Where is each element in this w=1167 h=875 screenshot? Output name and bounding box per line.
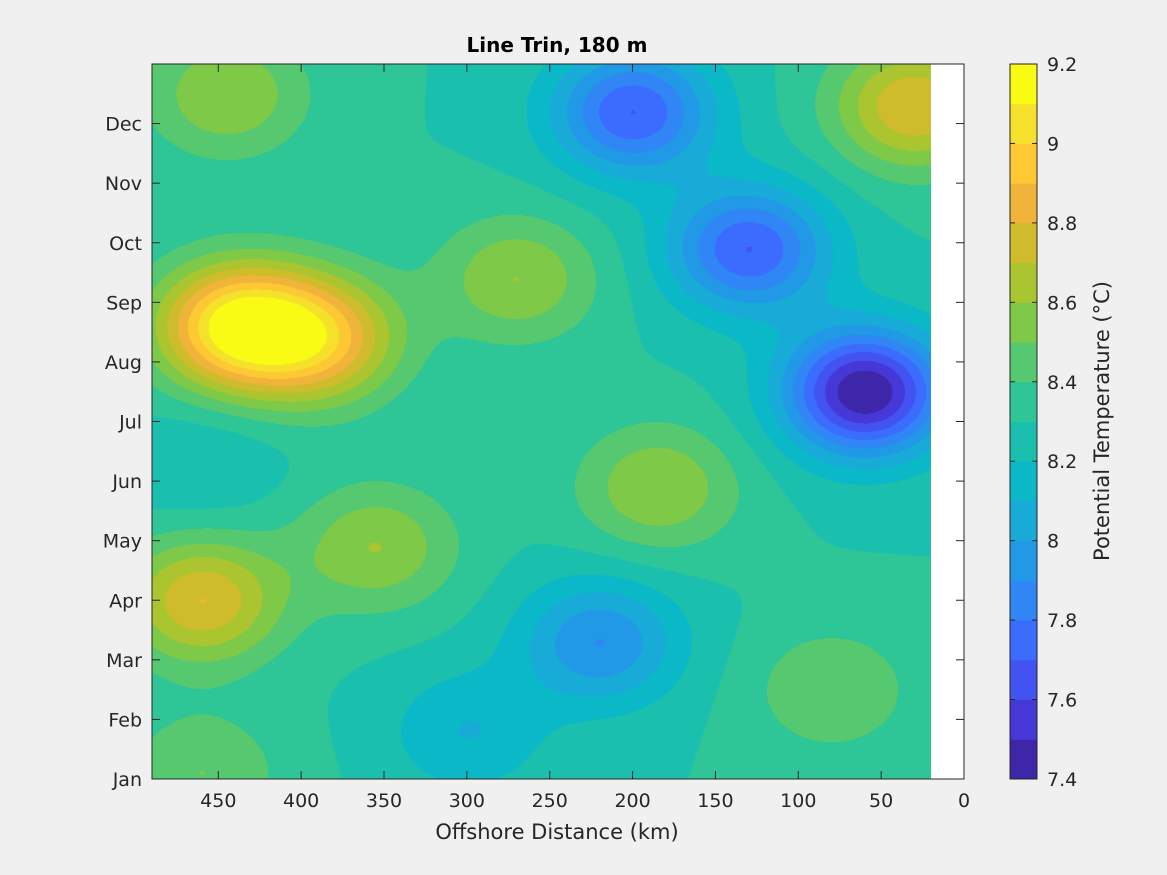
- colorbar-band: [1010, 183, 1037, 224]
- colorbar-tick-label: 7.4: [1047, 769, 1077, 791]
- y-axis: Jan Feb Mar Apr May Jun Jul Aug Sep Oct Nov Dec: [103, 114, 964, 791]
- y-tick-label: May: [103, 531, 142, 553]
- y-tick-label: Feb: [108, 709, 142, 731]
- x-tick-label: 200: [614, 790, 650, 812]
- colorbar-band: [1010, 342, 1037, 383]
- x-axis-label: Offshore Distance (km): [435, 820, 678, 844]
- x-tick-label: 100: [780, 790, 816, 812]
- x-tick-label: 450: [200, 790, 236, 812]
- colorbar-band: [1010, 143, 1037, 184]
- colorbar-bands: [1010, 64, 1037, 780]
- colorbar-band: [1010, 500, 1037, 542]
- colorbar-band: [1010, 580, 1037, 621]
- x-tick-label: 250: [532, 790, 568, 812]
- x-tick-label: 300: [449, 790, 485, 812]
- colorbar-band: [1010, 620, 1037, 661]
- x-tick-label: 0: [958, 790, 970, 812]
- y-tick-label: Jan: [112, 769, 142, 791]
- colorbar-tick-label: 8: [1047, 531, 1059, 553]
- colorbar-tick-label: 8.8: [1047, 213, 1077, 235]
- colorbar-ticks: 7.4 7.6 7.8 8 8.2 8.4 8.6 8.8 9 9.2: [1010, 54, 1077, 791]
- colorbar-band: [1010, 222, 1037, 264]
- colorbar-band: [1010, 540, 1037, 581]
- colorbar-band: [1010, 381, 1037, 422]
- colorbar-tick-label: 9.2: [1047, 54, 1077, 76]
- y-tick-label: Sep: [106, 292, 142, 314]
- x-tick-label: 50: [869, 790, 893, 812]
- x-tick-label: 350: [366, 790, 402, 812]
- x-axis: 450 400 350 300 250 200 150 100 50 0: [200, 64, 970, 812]
- colorbar-band: [1010, 302, 1037, 343]
- y-tick-label: Oct: [109, 233, 142, 255]
- y-tick-label: Jun: [111, 471, 142, 493]
- colorbar-band: [1010, 103, 1037, 144]
- y-tick-label: Jul: [118, 412, 142, 434]
- colorbar-tick-label: 8.4: [1047, 372, 1077, 394]
- y-tick-label: Apr: [109, 590, 142, 612]
- colorbar-tick-label: 8.6: [1047, 292, 1077, 314]
- colorbar-band: [1010, 262, 1037, 303]
- colorbar-frame: [1009, 63, 1038, 780]
- colorbar-band: [1010, 64, 1037, 105]
- colorbar-tick-label: 8.2: [1047, 451, 1077, 473]
- colorbar-band: [1010, 421, 1037, 462]
- x-tick-label: 150: [697, 790, 733, 812]
- colorbar-tick-label: 7.6: [1047, 690, 1077, 712]
- colorbar-band: [1010, 739, 1037, 780]
- colorbar-band: [1010, 699, 1037, 740]
- y-tick-label: Dec: [105, 114, 142, 136]
- colorbar-tick-label: 7.8: [1047, 610, 1077, 632]
- x-tick-label: 400: [283, 790, 319, 812]
- colorbar-tick-label: 9: [1047, 133, 1059, 155]
- plot-area: 450 400 350 300 250 200 150 100 50 0 Jan Feb Mar Apr…: [103, 63, 970, 812]
- colorbar-label: Potential Temperature (°C): [1090, 281, 1114, 561]
- contour-field: [152, 64, 931, 779]
- colorbar-band: [1010, 659, 1037, 701]
- colorbar-band: [1010, 461, 1037, 502]
- y-tick-label: Mar: [106, 650, 142, 672]
- y-tick-label: Nov: [105, 173, 142, 195]
- chart-title: Line Trin, 180 m: [467, 33, 648, 57]
- colorbar: 7.4 7.6 7.8 8 8.2 8.4 8.6 8.8 9 9.2 Potential Tem…: [1009, 54, 1114, 791]
- y-tick-label: Aug: [105, 352, 142, 374]
